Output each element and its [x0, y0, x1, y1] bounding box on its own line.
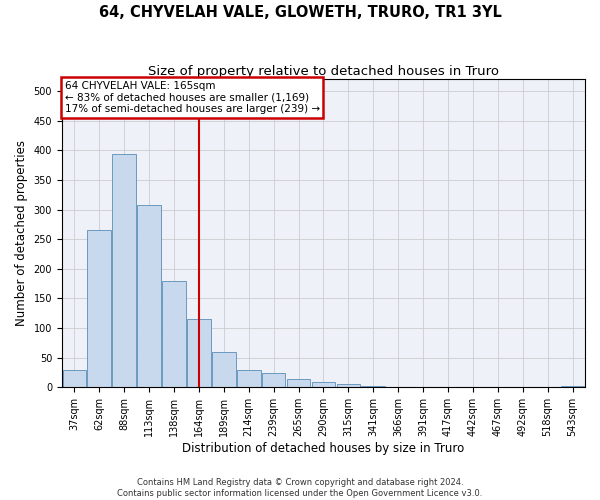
Bar	[386, 387, 410, 388]
Y-axis label: Number of detached properties: Number of detached properties	[15, 140, 28, 326]
Bar	[88, 230, 111, 388]
Bar	[187, 319, 211, 388]
Title: Size of property relative to detached houses in Truro: Size of property relative to detached ho…	[148, 65, 499, 78]
Bar	[212, 352, 236, 388]
Bar	[311, 382, 335, 388]
Bar	[561, 386, 584, 388]
Bar	[361, 386, 385, 388]
Bar	[112, 154, 136, 388]
Bar	[237, 370, 260, 388]
Text: 64 CHYVELAH VALE: 165sqm
← 83% of detached houses are smaller (1,169)
17% of sem: 64 CHYVELAH VALE: 165sqm ← 83% of detach…	[65, 80, 320, 114]
Bar	[262, 373, 286, 388]
Bar	[137, 205, 161, 388]
Bar	[287, 379, 310, 388]
Bar	[162, 282, 186, 388]
Text: 64, CHYVELAH VALE, GLOWETH, TRURO, TR1 3YL: 64, CHYVELAH VALE, GLOWETH, TRURO, TR1 3…	[98, 5, 502, 20]
Bar	[62, 370, 86, 388]
Text: Contains HM Land Registry data © Crown copyright and database right 2024.
Contai: Contains HM Land Registry data © Crown c…	[118, 478, 482, 498]
Bar	[337, 384, 360, 388]
X-axis label: Distribution of detached houses by size in Truro: Distribution of detached houses by size …	[182, 442, 464, 455]
